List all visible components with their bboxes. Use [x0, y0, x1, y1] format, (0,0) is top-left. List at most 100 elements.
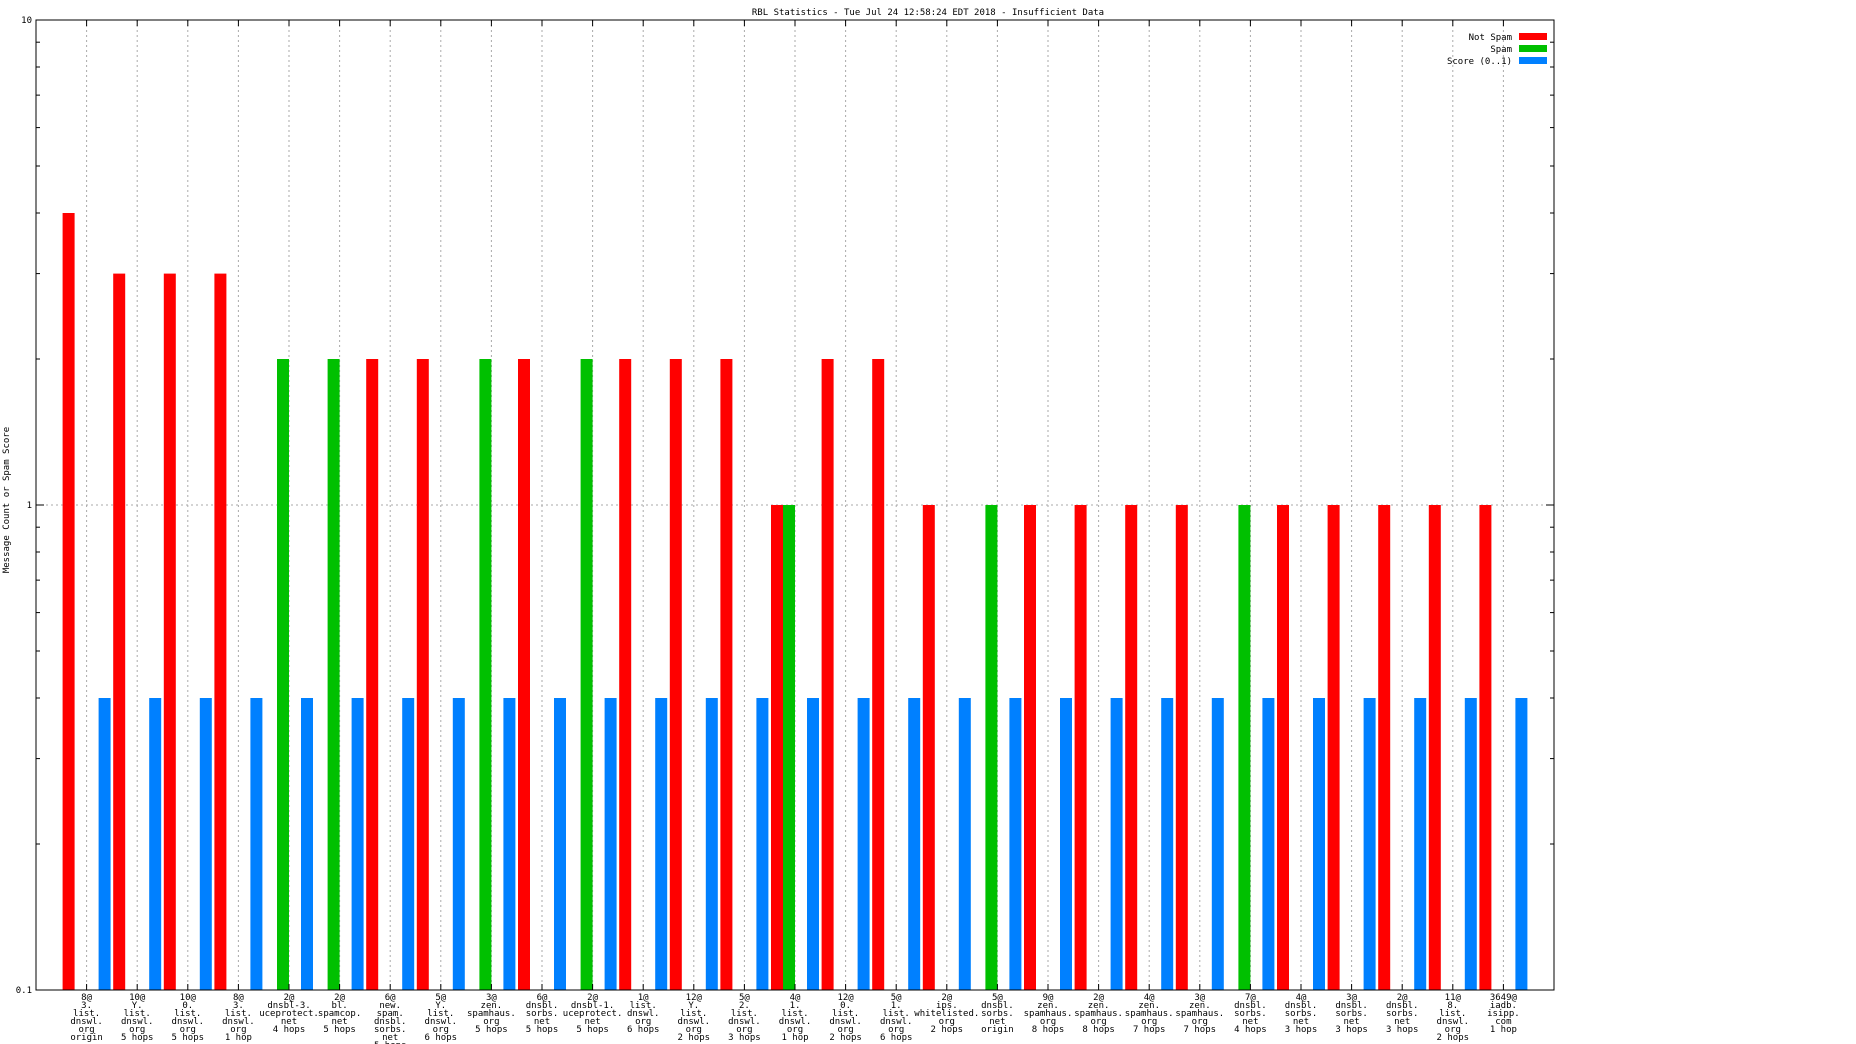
- x-tick-label-line: 2 hops: [829, 1033, 862, 1043]
- bar: [1110, 698, 1123, 990]
- x-tick-label-line: 3649@: [1490, 993, 1518, 1003]
- bar: [720, 359, 733, 990]
- x-tick-label-line: 6@: [385, 993, 396, 1003]
- bar: [1515, 698, 1528, 990]
- x-tick-label-line: 1 hop: [225, 1033, 252, 1043]
- x-tick-label: 2@ dnsbl. sorbs. net 3 hops: [1386, 993, 1419, 1035]
- x-tick-label-line: org: [433, 1025, 449, 1035]
- x-tick-label-line: org: [129, 1025, 145, 1035]
- x-tick-label: 5@ Y. list. dnswl. org 6 hops: [425, 993, 458, 1043]
- x-tick-label-line: list.: [427, 1009, 454, 1019]
- bar: [705, 698, 718, 990]
- bar: [783, 505, 795, 990]
- bar: [1238, 505, 1251, 990]
- x-tick-label-line: 5@: [739, 993, 750, 1003]
- bar: [655, 698, 668, 990]
- x-tick-label-line: iadb.: [1490, 1001, 1517, 1011]
- x-tick-label: 2@ dnsbl-3. uceprotect. net 4 hops: [259, 993, 319, 1035]
- x-tick-label-line: spamhaus.: [1125, 1009, 1174, 1019]
- x-tick-label-line: 10@: [129, 993, 146, 1003]
- x-tick-label-line: spamcop.: [318, 1009, 361, 1019]
- x-tick-label-line: dnsbl-3.: [267, 1001, 310, 1011]
- y-axis-label: Message Count or Spam Score: [2, 427, 12, 573]
- x-tick-label-line: 5@: [992, 993, 1003, 1003]
- x-tick-label-line: 3@: [1346, 993, 1357, 1003]
- bar: [277, 359, 289, 990]
- bar: [619, 359, 632, 990]
- x-tick-label: 3@ dnsbl. sorbs. net 3 hops: [1335, 993, 1368, 1035]
- x-tick-label-line: dnswl.: [779, 1017, 812, 1027]
- x-tick-label-line: net: [331, 1017, 347, 1027]
- x-tick-label-line: 3.: [81, 1001, 92, 1011]
- bar: [402, 698, 415, 990]
- x-tick-label: 7@ dnsbl. sorbs. net 4 hops: [1234, 993, 1267, 1035]
- legend-label: Not Spam: [1469, 33, 1512, 43]
- x-tick-label-line: 3@: [1194, 993, 1205, 1003]
- x-tick-label-line: org: [635, 1017, 651, 1027]
- bar: [908, 698, 921, 990]
- x-tick-label-line: list.: [225, 1009, 252, 1019]
- legend-swatch: [1519, 45, 1547, 52]
- x-tick-label-line: org: [1192, 1017, 1208, 1027]
- bar: [149, 698, 162, 990]
- legend-label: Score (0..1): [1447, 57, 1512, 67]
- y-tick-label: 0.1: [16, 986, 32, 996]
- x-tick-label: 1@ list. dnswl. org 6 hops: [627, 993, 660, 1035]
- bar: [1262, 698, 1275, 990]
- x-tick-label-line: ips.: [936, 1001, 958, 1011]
- bar: [452, 698, 465, 990]
- x-tick-label-line: spamhaus.: [1074, 1009, 1123, 1019]
- bar: [922, 505, 935, 990]
- bar: [1161, 698, 1174, 990]
- x-tick-label-line: isipp.: [1487, 1009, 1520, 1019]
- x-tick-label: 10@ 0. list. dnswl. org 5 hops: [172, 993, 205, 1043]
- x-tick-label: 9@ zen. spamhaus. org 8 hops: [1024, 993, 1073, 1035]
- x-tick-label: 3649@ iadb. isipp. com 1 hop: [1487, 993, 1520, 1035]
- x-tick-label-line: 9@: [1043, 993, 1054, 1003]
- bar: [113, 273, 126, 990]
- x-tick-label: 2@ bl. spamcop. net 5 hops: [318, 993, 361, 1035]
- x-tick-label-line: list.: [174, 1009, 201, 1019]
- x-tick-label: 2@ ips. whitelisted. org 2 hops: [914, 993, 979, 1035]
- x-tick-label-line: 5@: [435, 993, 446, 1003]
- x-tick-label-line: dnsbl.: [1335, 1001, 1368, 1011]
- x-tick-label-line: net: [1343, 1017, 1359, 1027]
- bar: [1313, 698, 1325, 990]
- x-tick-label-line: 5@: [891, 993, 902, 1003]
- bar: [857, 698, 870, 990]
- x-tick-label-line: 12@: [686, 993, 703, 1003]
- x-tick-label-line: dnswl.: [678, 1017, 711, 1027]
- x-tick-label-line: dnswl.: [728, 1017, 761, 1027]
- x-tick-label-line: 5 hops: [576, 1025, 609, 1035]
- bar: [503, 698, 516, 990]
- x-tick-label: 12@ Y. list. dnswl. org 2 hops: [678, 993, 711, 1043]
- x-tick-label-line: net: [281, 1017, 297, 1027]
- y-tick-label: 1: [27, 501, 32, 511]
- x-tick-label: 8@ 3. list. dnswl. org origin: [70, 993, 103, 1043]
- x-tick-label-line: sorbs.: [981, 1009, 1014, 1019]
- x-tick-label-line: list.: [832, 1009, 859, 1019]
- x-tick-label-line: 6 hops: [425, 1033, 458, 1043]
- x-tick-label: 3@ zen. spamhaus. org 7 hops: [1175, 993, 1224, 1035]
- bar: [1009, 698, 1022, 990]
- x-tick-label-line: dnswl.: [425, 1017, 458, 1027]
- x-tick-label-line: 8.: [1447, 1001, 1458, 1011]
- x-tick-label-line: dnswl.: [627, 1009, 660, 1019]
- bar: [1277, 505, 1289, 990]
- bar: [1024, 505, 1036, 990]
- x-tick-label-line: 2 hops: [931, 1025, 964, 1035]
- x-tick-label-line: 8@: [233, 993, 244, 1003]
- x-tick-label-line: spamhaus.: [1024, 1009, 1073, 1019]
- x-tick-label-line: net: [1242, 1017, 1258, 1027]
- x-tick-label-line: 5 hops: [172, 1033, 205, 1043]
- x-tick-label-line: 5 hops: [475, 1025, 508, 1035]
- bar: [214, 273, 227, 990]
- x-tick-label: 5@ 2. list. dnswl. org 3 hops: [728, 993, 761, 1043]
- x-tick-label-line: uceprotect.: [563, 1009, 623, 1019]
- x-tick-label-line: 4 hops: [273, 1025, 306, 1035]
- x-tick-label-line: dnsbl.: [1234, 1001, 1267, 1011]
- x-tick-label-line: zen.: [1138, 1001, 1160, 1011]
- x-tick-label-line: dnswl.: [222, 1017, 255, 1027]
- x-tick-label-line: org: [1040, 1017, 1056, 1027]
